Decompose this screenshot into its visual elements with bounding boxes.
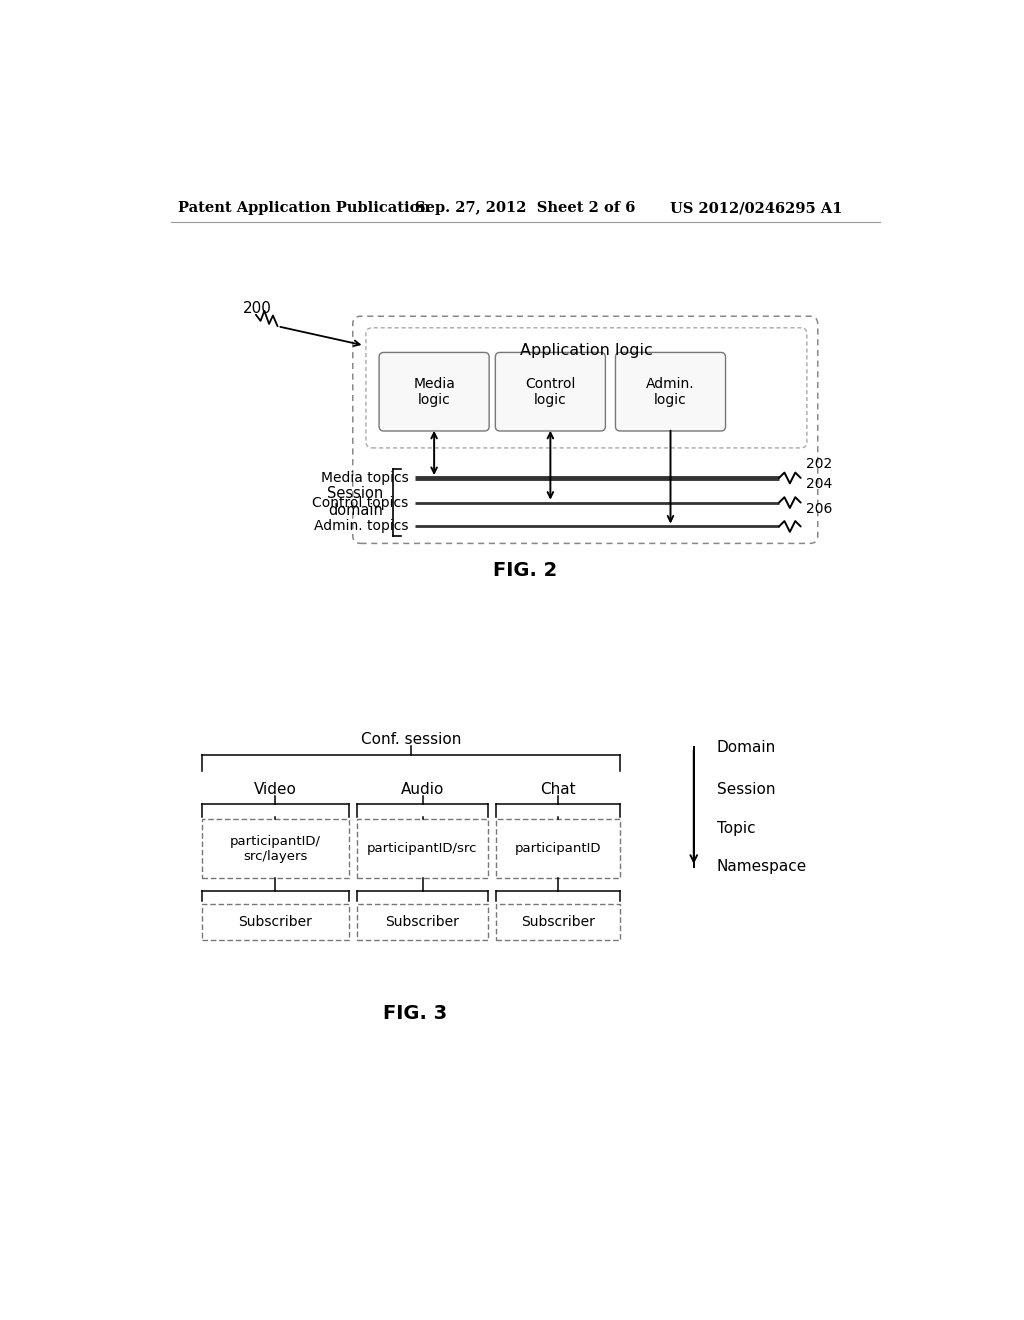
Text: Session
domain: Session domain — [328, 486, 384, 519]
Text: Subscriber: Subscriber — [239, 915, 312, 929]
Text: Application logic: Application logic — [520, 343, 652, 359]
Text: Sep. 27, 2012  Sheet 2 of 6: Sep. 27, 2012 Sheet 2 of 6 — [415, 202, 635, 215]
Text: 202: 202 — [806, 457, 833, 471]
FancyBboxPatch shape — [615, 352, 726, 430]
Text: Patent Application Publication: Patent Application Publication — [178, 202, 430, 215]
Text: Control
logic: Control logic — [525, 376, 575, 407]
FancyBboxPatch shape — [496, 352, 605, 430]
Text: Subscriber: Subscriber — [521, 915, 595, 929]
Text: 206: 206 — [806, 502, 833, 516]
Text: Session: Session — [717, 783, 775, 797]
Text: 204: 204 — [806, 477, 833, 491]
Text: FIG. 2: FIG. 2 — [493, 561, 557, 579]
Text: participantID/src: participantID/src — [368, 842, 478, 855]
Text: US 2012/0246295 A1: US 2012/0246295 A1 — [671, 202, 843, 215]
Text: Subscriber: Subscriber — [386, 915, 460, 929]
Text: participantID/
src/layers: participantID/ src/layers — [229, 834, 321, 863]
Text: Video: Video — [254, 783, 297, 797]
Text: FIG. 3: FIG. 3 — [383, 1003, 446, 1023]
Text: Domain: Domain — [717, 741, 776, 755]
Text: Chat: Chat — [541, 783, 575, 797]
Text: 200: 200 — [243, 301, 271, 315]
FancyBboxPatch shape — [379, 352, 489, 430]
Text: Admin.
logic: Admin. logic — [646, 376, 695, 407]
Text: Audio: Audio — [400, 783, 444, 797]
Text: Conf. session: Conf. session — [360, 733, 461, 747]
Text: participantID: participantID — [515, 842, 601, 855]
Text: Admin. topics: Admin. topics — [314, 520, 409, 533]
Text: Topic: Topic — [717, 821, 756, 836]
Text: Media
logic: Media logic — [414, 376, 455, 407]
Text: Control topics: Control topics — [312, 495, 409, 510]
Text: Media topics: Media topics — [321, 471, 409, 484]
Text: Namespace: Namespace — [717, 859, 807, 874]
